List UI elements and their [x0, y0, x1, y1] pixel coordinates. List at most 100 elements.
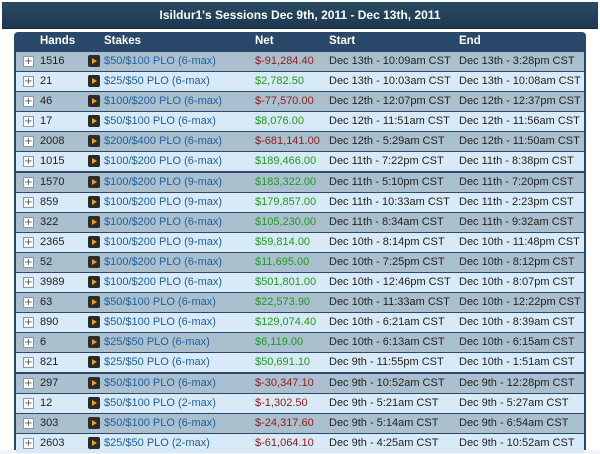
play-replay-icon[interactable] — [88, 276, 100, 289]
stakes-link[interactable]: $50/$100 PLO (6-max) — [104, 316, 216, 329]
end-cell: Dec 13th - 10:08am CST — [459, 75, 581, 88]
play-replay-icon[interactable] — [88, 255, 100, 268]
play-replay-icon[interactable] — [88, 376, 100, 389]
start-cell: Dec 9th - 5:14am CST — [329, 416, 439, 429]
stakes-link[interactable]: $100/$200 PLO (9-max) — [104, 175, 223, 188]
expand-row-icon[interactable]: + — [23, 317, 34, 329]
stakes-link[interactable]: $50/$100 PLO (6-max) — [104, 55, 216, 67]
expand-row-icon[interactable]: + — [23, 116, 34, 128]
play-replay-icon[interactable] — [88, 396, 100, 409]
play-replay-icon[interactable] — [88, 55, 100, 67]
expand-row-icon[interactable]: + — [23, 357, 34, 369]
expand-row-icon[interactable]: + — [23, 397, 34, 409]
start-cell: Dec 10th - 12:46pm CST — [329, 276, 451, 289]
play-replay-icon[interactable] — [88, 296, 100, 309]
expand-row-icon[interactable]: + — [23, 236, 34, 248]
stakes-link[interactable]: $100/$200 PLO (6-max) — [104, 255, 223, 268]
play-replay-icon[interactable] — [88, 215, 100, 228]
stakes-link[interactable]: $25/$50 PLO (6-max) — [104, 356, 210, 369]
expand-row-icon[interactable]: + — [23, 76, 34, 88]
expand-row-icon[interactable]: + — [23, 337, 34, 349]
stakes-link[interactable]: $100/$200 PLO (6-max) — [104, 276, 223, 289]
net-cell: $-1,302.50 — [255, 396, 308, 409]
expand-row-icon[interactable]: + — [23, 377, 34, 389]
expand-row-icon[interactable]: + — [23, 96, 34, 108]
table-row[interactable]: +1570 $100/$200 PLO (9-max) $183,322.00 Dec… — [16, 172, 584, 192]
play-replay-icon[interactable] — [88, 75, 100, 88]
table-row[interactable]: +1516 $50/$100 PLO (6-max) $-91,284.40 Dec … — [16, 52, 584, 71]
table-row[interactable]: +2365 $100/$200 PLO (9-max) $59,814.00 Dec … — [16, 232, 584, 252]
sessions-table: Hands Stakes Net Start End +1516 $50/$100… — [14, 32, 586, 453]
play-replay-icon[interactable] — [88, 135, 100, 148]
table-row[interactable]: +322 $100/$200 PLO (6-max) $105,230.00 Dec … — [16, 212, 584, 232]
play-replay-icon[interactable] — [88, 336, 100, 349]
play-replay-icon[interactable] — [88, 175, 100, 188]
end-cell: Dec 9th - 10:52am CST — [459, 436, 575, 449]
table-row[interactable]: +821 $25/$50 PLO (6-max) $50,691.10 Dec 9th… — [16, 353, 584, 373]
table-row[interactable]: +46 $100/$200 PLO (6-max) $-77,570.00 Dec 1… — [16, 92, 584, 112]
expand-row-icon[interactable]: + — [23, 297, 34, 309]
hands-cell: 17 — [40, 115, 53, 128]
expand-row-icon[interactable]: + — [23, 216, 34, 228]
play-replay-icon[interactable] — [88, 316, 100, 329]
expand-row-icon[interactable]: + — [23, 176, 34, 188]
stakes-link[interactable]: $25/$50 PLO (6-max) — [104, 336, 210, 349]
play-replay-icon[interactable] — [88, 195, 100, 208]
expand-row-icon[interactable]: + — [23, 56, 34, 67]
column-header-net[interactable]: Net — [255, 35, 274, 47]
stakes-link[interactable]: $50/$100 PLO (6-max) — [104, 416, 216, 429]
table-row[interactable]: +12 $50/$100 PLO (2-max) $-1,302.50 Dec 9th… — [16, 393, 584, 413]
expand-row-icon[interactable]: + — [23, 417, 34, 429]
table-row[interactable]: +6 $25/$50 PLO (6-max) $6,119.00 Dec 10th -… — [16, 333, 584, 353]
play-replay-icon[interactable] — [88, 95, 100, 108]
stakes-link[interactable]: $50/$100 PLO (2-max) — [104, 396, 216, 409]
net-cell: $189,466.00 — [255, 155, 317, 168]
stakes-link[interactable]: $25/$50 PLO (6-max) — [104, 75, 210, 88]
net-cell: $50,691.10 — [255, 356, 311, 369]
play-replay-icon[interactable] — [88, 235, 100, 248]
column-header-stakes[interactable]: Stakes — [104, 35, 142, 47]
expand-row-icon[interactable]: + — [23, 256, 34, 268]
stakes-link[interactable]: $50/$100 PLO (6-max) — [104, 376, 216, 389]
table-row[interactable]: +2008 $200/$400 PLO (6-max) $-681,141.00 De… — [16, 132, 584, 152]
expand-row-icon[interactable]: + — [23, 437, 34, 449]
stakes-link[interactable]: $100/$200 PLO (6-max) — [104, 215, 223, 228]
stakes-link[interactable]: $50/$100 PLO (6-max) — [104, 296, 216, 309]
start-cell: Dec 11th - 8:34am CST — [329, 215, 444, 228]
stakes-link[interactable]: $100/$200 PLO (9-max) — [104, 195, 223, 208]
play-replay-icon[interactable] — [88, 155, 100, 168]
table-row[interactable]: +303 $50/$100 PLO (6-max) $-24,317.60 Dec 9… — [16, 413, 584, 433]
expand-row-icon[interactable]: + — [23, 156, 34, 168]
table-row[interactable]: +52 $100/$200 PLO (6-max) $11,695.00 Dec 10… — [16, 252, 584, 272]
play-replay-icon[interactable] — [88, 115, 100, 128]
table-row[interactable]: +859 $100/$200 PLO (9-max) $179,857.00 Dec … — [16, 192, 584, 212]
expand-row-icon[interactable]: + — [23, 277, 34, 289]
play-replay-icon[interactable] — [88, 416, 100, 429]
column-header-end[interactable]: End — [459, 35, 481, 47]
play-replay-icon[interactable] — [88, 436, 100, 449]
end-cell: Dec 11th - 8:38pm CST — [459, 155, 574, 168]
stakes-link[interactable]: $50/$100 PLO (6-max) — [104, 115, 216, 128]
stakes-link[interactable]: $200/$400 PLO (6-max) — [104, 135, 223, 148]
hands-cell: 297 — [40, 376, 59, 389]
expand-row-icon[interactable]: + — [23, 196, 34, 208]
table-row[interactable]: +1015 $100/$200 PLO (6-max) $189,466.00 Dec… — [16, 152, 584, 172]
stakes-link[interactable]: $100/$200 PLO (6-max) — [104, 155, 223, 168]
table-row[interactable]: +3989 $100/$200 PLO (6-max) $501,801.00 Dec… — [16, 273, 584, 293]
table-row[interactable]: +2603 $25/$50 PLO (2-max) $-61,064.10 Dec 9… — [16, 433, 584, 453]
end-cell: Dec 10th - 8:07pm CST — [459, 276, 575, 289]
stakes-link[interactable]: $100/$200 PLO (9-max) — [104, 235, 223, 248]
net-cell: $-24,317.60 — [255, 416, 314, 429]
table-row[interactable]: +17 $50/$100 PLO (6-max) $8,076.00 Dec 12th… — [16, 112, 584, 132]
end-cell: Dec 9th - 5:27am CST — [459, 396, 569, 409]
expand-row-icon[interactable]: + — [23, 136, 34, 148]
stakes-link[interactable]: $25/$50 PLO (2-max) — [104, 436, 210, 449]
table-row[interactable]: +63 $50/$100 PLO (6-max) $22,573.90 Dec 10t… — [16, 293, 584, 313]
table-row[interactable]: +21 $25/$50 PLO (6-max) $2,782.50 Dec 13th … — [16, 72, 584, 92]
column-header-hands[interactable]: Hands — [40, 35, 76, 47]
play-replay-icon[interactable] — [88, 356, 100, 369]
table-row[interactable]: +890 $50/$100 PLO (6-max) $129,074.40 Dec 1… — [16, 313, 584, 333]
column-header-start[interactable]: Start — [329, 35, 356, 47]
table-row[interactable]: +297 $50/$100 PLO (6-max) $-30,347.10 Dec 9… — [16, 373, 584, 393]
stakes-link[interactable]: $100/$200 PLO (6-max) — [104, 95, 223, 108]
